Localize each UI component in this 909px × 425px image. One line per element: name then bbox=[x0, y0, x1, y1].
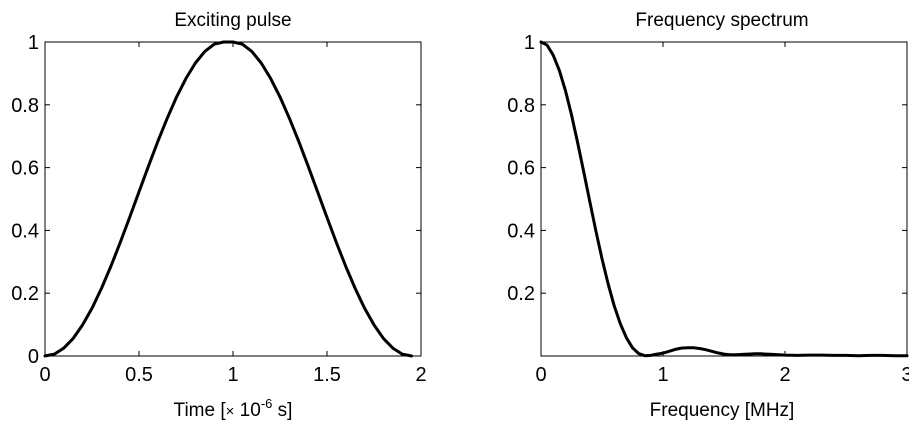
y-tick-label: 0.2 bbox=[11, 283, 39, 305]
x-tick-label: 2 bbox=[779, 364, 790, 386]
x-axis-label: Time [× 10-6 s] bbox=[174, 396, 293, 421]
x-tick-label: 1 bbox=[227, 364, 238, 386]
x-tick-label: 0 bbox=[535, 364, 546, 386]
x-tick-label: 1 bbox=[657, 364, 668, 386]
y-tick-label: 0.2 bbox=[507, 283, 535, 305]
x-tick-label: 1.5 bbox=[313, 364, 341, 386]
x-axis-label-exponent: -6 bbox=[261, 396, 273, 411]
y-tick-label: 0.6 bbox=[11, 158, 39, 180]
x-axis-label-prefix: Time [ bbox=[174, 400, 227, 421]
y-tick-label: 1 bbox=[28, 32, 39, 54]
axes: 0 1 2 3 0.2 0.4 0.6 0.8 1 bbox=[507, 32, 909, 386]
plot-exciting-pulse: Exciting pulse 0 0.5 1 1.5 2 0 0.2 0.4 0.6 0.8 1 T… bbox=[11, 10, 426, 421]
y-tick-label: 0.8 bbox=[11, 95, 39, 117]
plot-frame bbox=[540, 41, 908, 357]
x-tick-label: 0.5 bbox=[125, 364, 153, 386]
axes: 0 0.5 1 1.5 2 0 0.2 0.4 0.6 0.8 1 bbox=[11, 32, 426, 386]
y-tick-label: 0 bbox=[28, 346, 39, 368]
x-axis-label-suffix: s] bbox=[272, 400, 292, 421]
x-tick-label: 3 bbox=[901, 364, 909, 386]
chart-title: Exciting pulse bbox=[174, 10, 291, 31]
series-line bbox=[539, 40, 909, 358]
chart-title: Frequency spectrum bbox=[635, 10, 808, 31]
y-tick-label: 0.6 bbox=[507, 158, 535, 180]
y-tick-label: 0.4 bbox=[507, 220, 535, 242]
x-axis-label-base: 10 bbox=[234, 400, 260, 421]
series-line bbox=[43, 40, 414, 358]
y-tick-label: 0.8 bbox=[507, 95, 535, 117]
x-tick-label: 2 bbox=[415, 364, 426, 386]
x-tick-label: 0 bbox=[39, 364, 50, 386]
y-tick-label: 0.4 bbox=[11, 220, 39, 242]
y-tick-label: 1 bbox=[524, 32, 535, 54]
x-axis-label: Frequency [MHz] bbox=[650, 400, 795, 421]
x-axis-label-times: × bbox=[226, 403, 235, 420]
plot-frequency-spectrum: Frequency spectrum 0 1 2 3 0.2 0.4 0.6 0.8 1 Fre… bbox=[507, 10, 909, 421]
